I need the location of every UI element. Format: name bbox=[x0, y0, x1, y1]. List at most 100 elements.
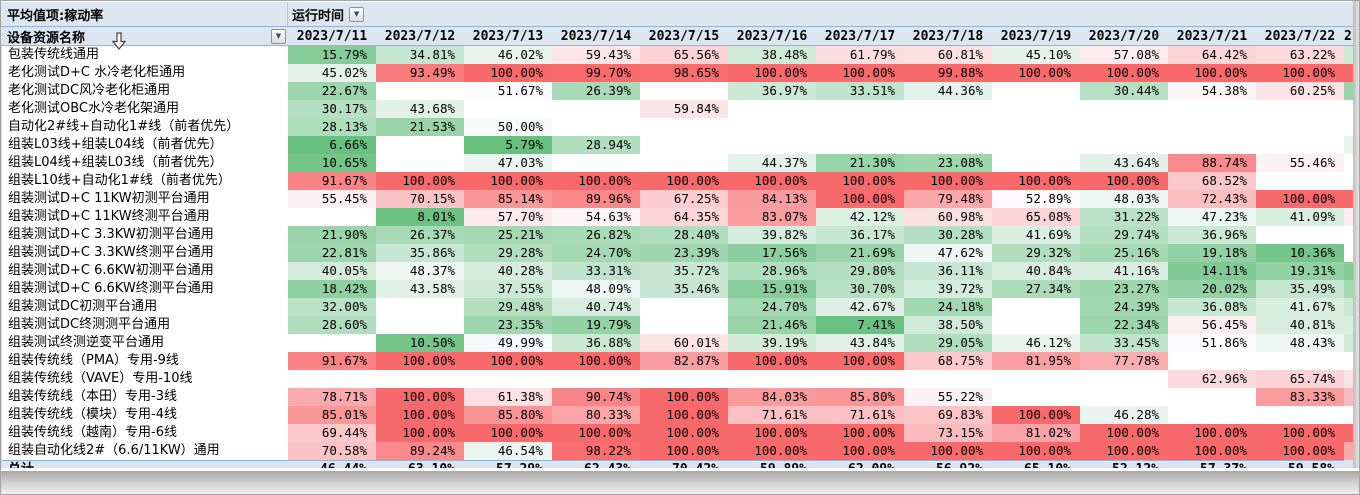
date-header-cell[interactable]: 2023/7/16 bbox=[736, 28, 808, 44]
data-cell[interactable]: 30.17% bbox=[288, 100, 376, 118]
data-cell[interactable]: 46.02% bbox=[464, 46, 552, 64]
column-field-cell[interactable]: 运行时间 ▼ bbox=[288, 5, 365, 24]
data-cell[interactable]: 51.86% bbox=[1168, 334, 1256, 352]
data-cell[interactable]: 93.49% bbox=[376, 64, 464, 82]
data-cell[interactable]: 48.09% bbox=[552, 280, 640, 298]
data-cell[interactable] bbox=[640, 370, 728, 388]
data-cell[interactable]: 84.13% bbox=[728, 190, 816, 208]
data-cell[interactable]: 100.00% bbox=[1256, 424, 1344, 442]
row-label-cell[interactable]: 组装L03线+组装L04线（前者优先） bbox=[1, 136, 288, 154]
data-cell[interactable]: 21.30% bbox=[816, 154, 904, 172]
date-header-cell[interactable]: 2023/7/12 bbox=[384, 28, 456, 44]
data-cell[interactable]: 60.01% bbox=[640, 334, 728, 352]
data-cell[interactable] bbox=[288, 370, 376, 388]
data-cell[interactable]: 100.00% bbox=[816, 352, 904, 370]
data-cell[interactable]: 100.00% bbox=[464, 64, 552, 82]
data-cell[interactable]: 60.98% bbox=[904, 208, 992, 226]
row-field-cell[interactable]: 设备资源名称 ▼ bbox=[1, 27, 288, 46]
data-cell[interactable]: 62.96% bbox=[1168, 370, 1256, 388]
data-cell[interactable]: 100.00% bbox=[464, 352, 552, 370]
data-cell[interactable]: 22.81% bbox=[288, 244, 376, 262]
data-cell[interactable]: 68.75% bbox=[904, 352, 992, 370]
data-cell[interactable] bbox=[552, 100, 640, 118]
data-cell[interactable]: 35.72% bbox=[640, 262, 728, 280]
data-cell[interactable]: 21.90% bbox=[288, 226, 376, 244]
data-cell[interactable] bbox=[728, 136, 816, 154]
data-cell[interactable]: 100.00% bbox=[728, 442, 816, 460]
data-cell[interactable]: 59.84% bbox=[640, 100, 728, 118]
data-cell[interactable] bbox=[464, 100, 552, 118]
data-cell[interactable]: 99.70% bbox=[552, 64, 640, 82]
data-cell[interactable]: 71.61% bbox=[728, 406, 816, 424]
data-cell[interactable]: 22.34% bbox=[1080, 316, 1168, 334]
data-cell[interactable]: 15.79% bbox=[288, 46, 376, 64]
data-cell[interactable]: 6.66% bbox=[288, 136, 376, 154]
data-cell[interactable]: 65.56% bbox=[640, 46, 728, 64]
data-cell[interactable]: 71.61% bbox=[816, 406, 904, 424]
data-cell[interactable]: 83.33% bbox=[1256, 388, 1344, 406]
date-header-cell[interactable]: 2023/7/18 bbox=[912, 28, 984, 44]
row-label-cell[interactable]: 组装测试D+C 3.3KW初测平台通用 bbox=[1, 226, 288, 244]
data-cell[interactable] bbox=[1168, 352, 1256, 370]
data-cell[interactable]: 100.00% bbox=[464, 424, 552, 442]
row-label-cell[interactable]: 组装传统线（PMA）专用-9线 bbox=[1, 352, 288, 370]
data-cell[interactable]: 91.67% bbox=[288, 172, 376, 190]
data-cell[interactable]: 100.00% bbox=[816, 424, 904, 442]
data-cell[interactable]: 100.00% bbox=[1168, 442, 1256, 460]
data-cell[interactable]: 18.42% bbox=[288, 280, 376, 298]
data-cell[interactable]: 26.82% bbox=[552, 226, 640, 244]
row-label-cell[interactable]: 老化测试OBC水冷老化架通用 bbox=[1, 100, 288, 118]
data-cell[interactable]: 27.34% bbox=[992, 280, 1080, 298]
date-header-cell[interactable]: 2023/7/22 bbox=[1264, 28, 1336, 44]
row-label-cell[interactable]: 组装测试D+C 11KW初测平台通用 bbox=[1, 190, 288, 208]
data-cell[interactable]: 33.31% bbox=[552, 262, 640, 280]
data-cell[interactable]: 100.00% bbox=[728, 352, 816, 370]
row-label-cell[interactable]: 老化测试DC风冷老化柜通用 bbox=[1, 82, 288, 100]
data-cell[interactable]: 43.68% bbox=[376, 100, 464, 118]
data-cell[interactable] bbox=[640, 154, 728, 172]
data-cell[interactable]: 78.71% bbox=[288, 388, 376, 406]
data-cell[interactable]: 35.46% bbox=[640, 280, 728, 298]
data-cell[interactable]: 83.07% bbox=[728, 208, 816, 226]
data-cell[interactable] bbox=[728, 370, 816, 388]
data-cell[interactable]: 55.46% bbox=[1256, 154, 1344, 172]
data-cell[interactable]: 44.36% bbox=[904, 82, 992, 100]
data-cell[interactable]: 69.44% bbox=[288, 424, 376, 442]
data-cell[interactable]: 100.00% bbox=[640, 388, 728, 406]
data-cell[interactable]: 36.97% bbox=[728, 82, 816, 100]
data-cell[interactable]: 99.88% bbox=[904, 64, 992, 82]
data-cell[interactable]: 44.37% bbox=[728, 154, 816, 172]
data-cell[interactable]: 89.24% bbox=[376, 442, 464, 460]
date-header-cell[interactable]: 2023/7/19 bbox=[1000, 28, 1072, 44]
data-cell[interactable] bbox=[1168, 118, 1256, 136]
data-cell[interactable]: 55.22% bbox=[904, 388, 992, 406]
data-cell[interactable]: 41.67% bbox=[1256, 298, 1344, 316]
data-cell[interactable] bbox=[1256, 136, 1344, 154]
data-cell[interactable]: 100.00% bbox=[1168, 424, 1256, 442]
data-cell[interactable] bbox=[376, 298, 464, 316]
data-cell[interactable]: 24.18% bbox=[904, 298, 992, 316]
date-header-cell[interactable]: 2023/7/17 bbox=[824, 28, 896, 44]
data-cell[interactable]: 90.74% bbox=[552, 388, 640, 406]
data-cell[interactable]: 29.05% bbox=[904, 334, 992, 352]
data-cell[interactable] bbox=[640, 316, 728, 334]
data-cell[interactable] bbox=[1256, 172, 1344, 190]
data-cell[interactable]: 42.12% bbox=[816, 208, 904, 226]
data-cell[interactable]: 34.81% bbox=[376, 46, 464, 64]
data-cell[interactable] bbox=[640, 82, 728, 100]
data-cell[interactable]: 45.02% bbox=[288, 64, 376, 82]
data-cell[interactable]: 89.96% bbox=[552, 190, 640, 208]
data-cell[interactable]: 100.00% bbox=[376, 388, 464, 406]
data-cell[interactable]: 30.70% bbox=[816, 280, 904, 298]
row-label-cell[interactable]: 组装传统线（模块）专用-4线 bbox=[1, 406, 288, 424]
data-cell[interactable]: 35.49% bbox=[1256, 280, 1344, 298]
data-cell[interactable]: 17.56% bbox=[728, 244, 816, 262]
data-cell[interactable]: 48.37% bbox=[376, 262, 464, 280]
data-cell[interactable] bbox=[816, 118, 904, 136]
data-cell[interactable]: 85.80% bbox=[464, 406, 552, 424]
data-cell[interactable]: 60.25% bbox=[1256, 82, 1344, 100]
data-cell[interactable]: 100.00% bbox=[992, 64, 1080, 82]
data-cell[interactable]: 24.70% bbox=[728, 298, 816, 316]
data-cell[interactable] bbox=[288, 208, 376, 226]
data-cell[interactable]: 46.12% bbox=[992, 334, 1080, 352]
